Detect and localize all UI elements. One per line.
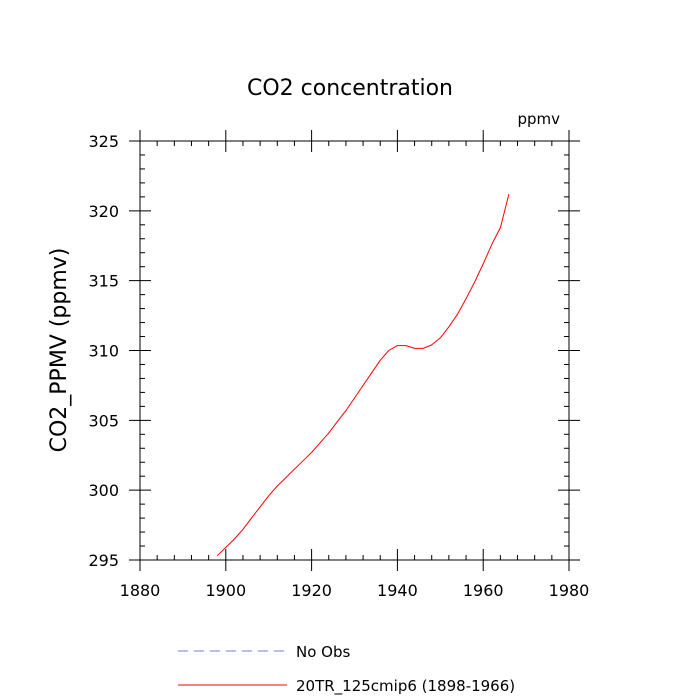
legend-label: 20TR_125cmip6 (1898-1966): [296, 677, 515, 696]
legend: No Obs 20TR_125cmip6 (1898-1966): [178, 643, 515, 696]
y-tick-label: 300: [88, 481, 119, 500]
y-tick-label: 305: [88, 411, 119, 430]
x-tick-label: 1900: [205, 581, 246, 600]
series-line: [216, 193, 510, 557]
units-label: ppmv: [517, 110, 560, 128]
x-tick-label: 1880: [120, 581, 161, 600]
legend-label: No Obs: [296, 643, 350, 661]
chart-title: CO2 concentration: [247, 76, 453, 101]
x-tick-label: 1960: [463, 581, 504, 600]
y-tick-label: 315: [88, 272, 119, 291]
plot-frame: [139, 140, 570, 561]
axis-ticks: [129, 130, 580, 571]
y-tick-label: 295: [88, 551, 119, 570]
x-tick-label: 1940: [377, 581, 418, 600]
y-tick-label: 310: [88, 342, 119, 361]
x-tick-label: 1920: [291, 581, 332, 600]
y-axis-label: CO2_PPMV (ppmv): [47, 248, 72, 453]
tick-labels: 1880 1900 1920 1940 1960 1980 295 300 305 310 315 3…: [88, 132, 589, 600]
y-tick-label: 320: [88, 202, 119, 221]
y-tick-label: 325: [88, 132, 119, 151]
series-layer: [216, 193, 510, 557]
x-tick-label: 1980: [549, 581, 590, 600]
